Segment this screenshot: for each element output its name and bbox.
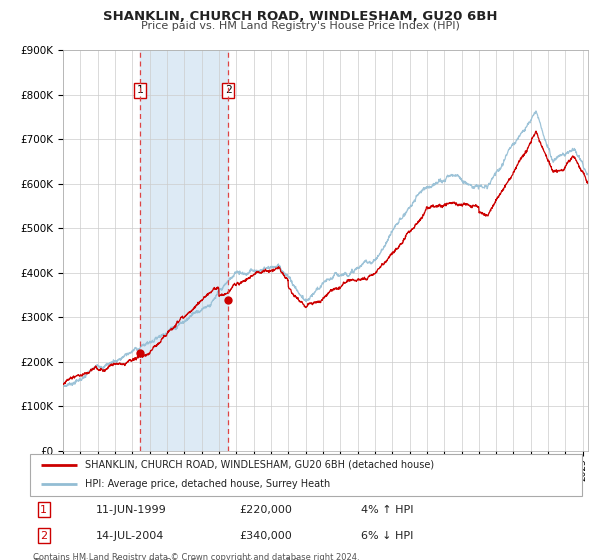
FancyBboxPatch shape [30,454,582,496]
Text: 4% ↑ HPI: 4% ↑ HPI [361,505,414,515]
Text: This data is licensed under the Open Government Licence v3.0.: This data is licensed under the Open Gov… [33,558,301,560]
Text: 6% ↓ HPI: 6% ↓ HPI [361,531,413,541]
Text: £220,000: £220,000 [240,505,293,515]
Text: 11-JUN-1999: 11-JUN-1999 [96,505,167,515]
Text: SHANKLIN, CHURCH ROAD, WINDLESHAM, GU20 6BH (detached house): SHANKLIN, CHURCH ROAD, WINDLESHAM, GU20 … [85,460,434,470]
Text: 1: 1 [137,86,143,95]
Text: HPI: Average price, detached house, Surrey Heath: HPI: Average price, detached house, Surr… [85,479,331,489]
Text: 2: 2 [225,86,232,95]
Text: Contains HM Land Registry data © Crown copyright and database right 2024.: Contains HM Land Registry data © Crown c… [33,553,359,560]
Bar [140,50,228,451]
Text: SHANKLIN, CHURCH ROAD, WINDLESHAM, GU20 6BH: SHANKLIN, CHURCH ROAD, WINDLESHAM, GU20 … [103,10,497,23]
Text: Price paid vs. HM Land Registry's House Price Index (HPI): Price paid vs. HM Land Registry's House … [140,21,460,31]
Text: £340,000: £340,000 [240,531,293,541]
Text: 1: 1 [40,505,47,515]
Text: 14-JUL-2004: 14-JUL-2004 [96,531,164,541]
Text: 2: 2 [40,531,47,541]
